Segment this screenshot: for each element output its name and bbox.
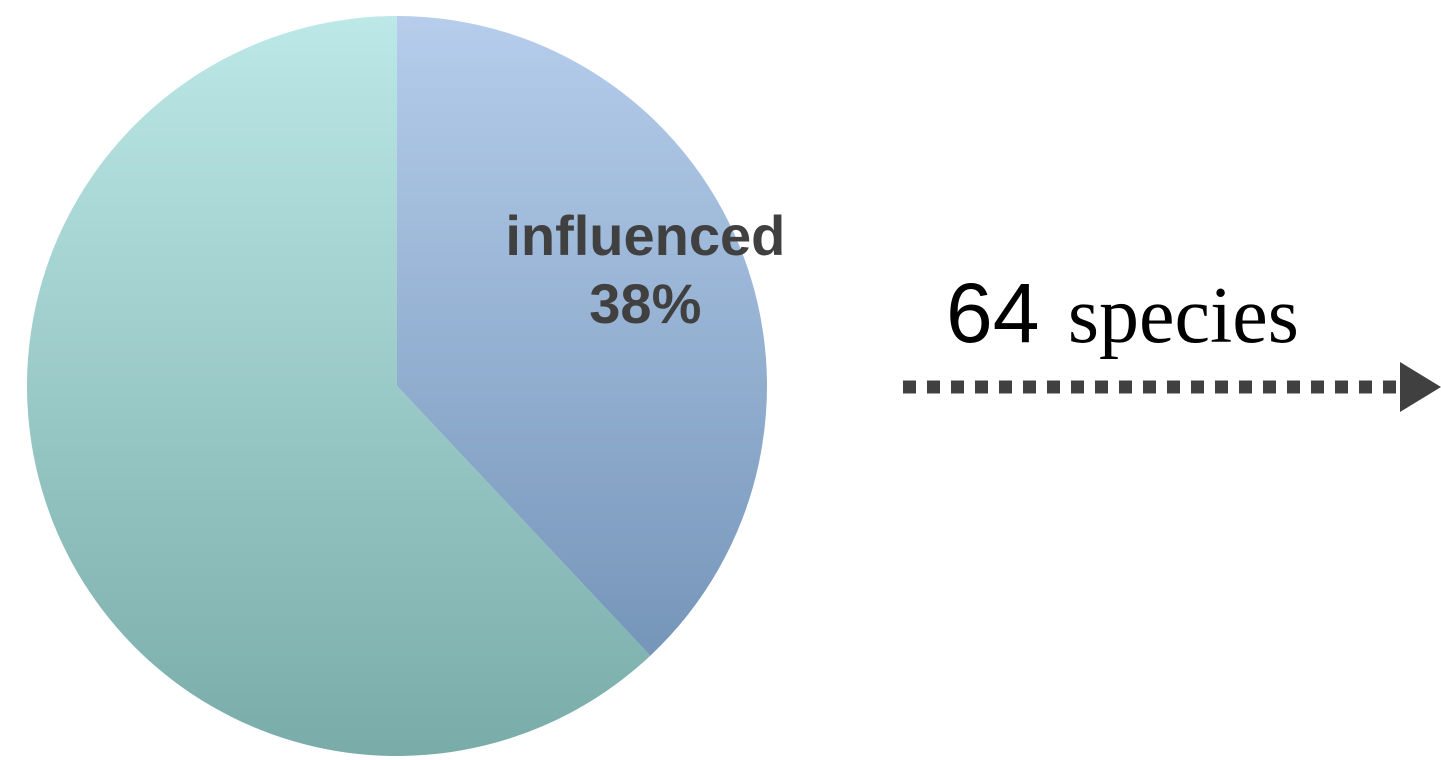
pie-slice-other: [26, 16, 651, 756]
pie-labels: influenced 38%: [505, 204, 785, 335]
pie-slice-influenced: [397, 16, 767, 656]
pie-slices: [26, 16, 767, 756]
species-count: 64: [946, 266, 1039, 360]
slice-percent: 38%: [589, 272, 701, 335]
dotted-arrow: [903, 362, 1441, 412]
species-unit: species: [1068, 272, 1299, 360]
arrow-head-icon: [1400, 362, 1441, 412]
slice-label-influenced: influenced 38%: [505, 204, 785, 335]
species-count-annotation: 64 species: [946, 266, 1299, 360]
slice-name: influenced: [505, 204, 785, 267]
